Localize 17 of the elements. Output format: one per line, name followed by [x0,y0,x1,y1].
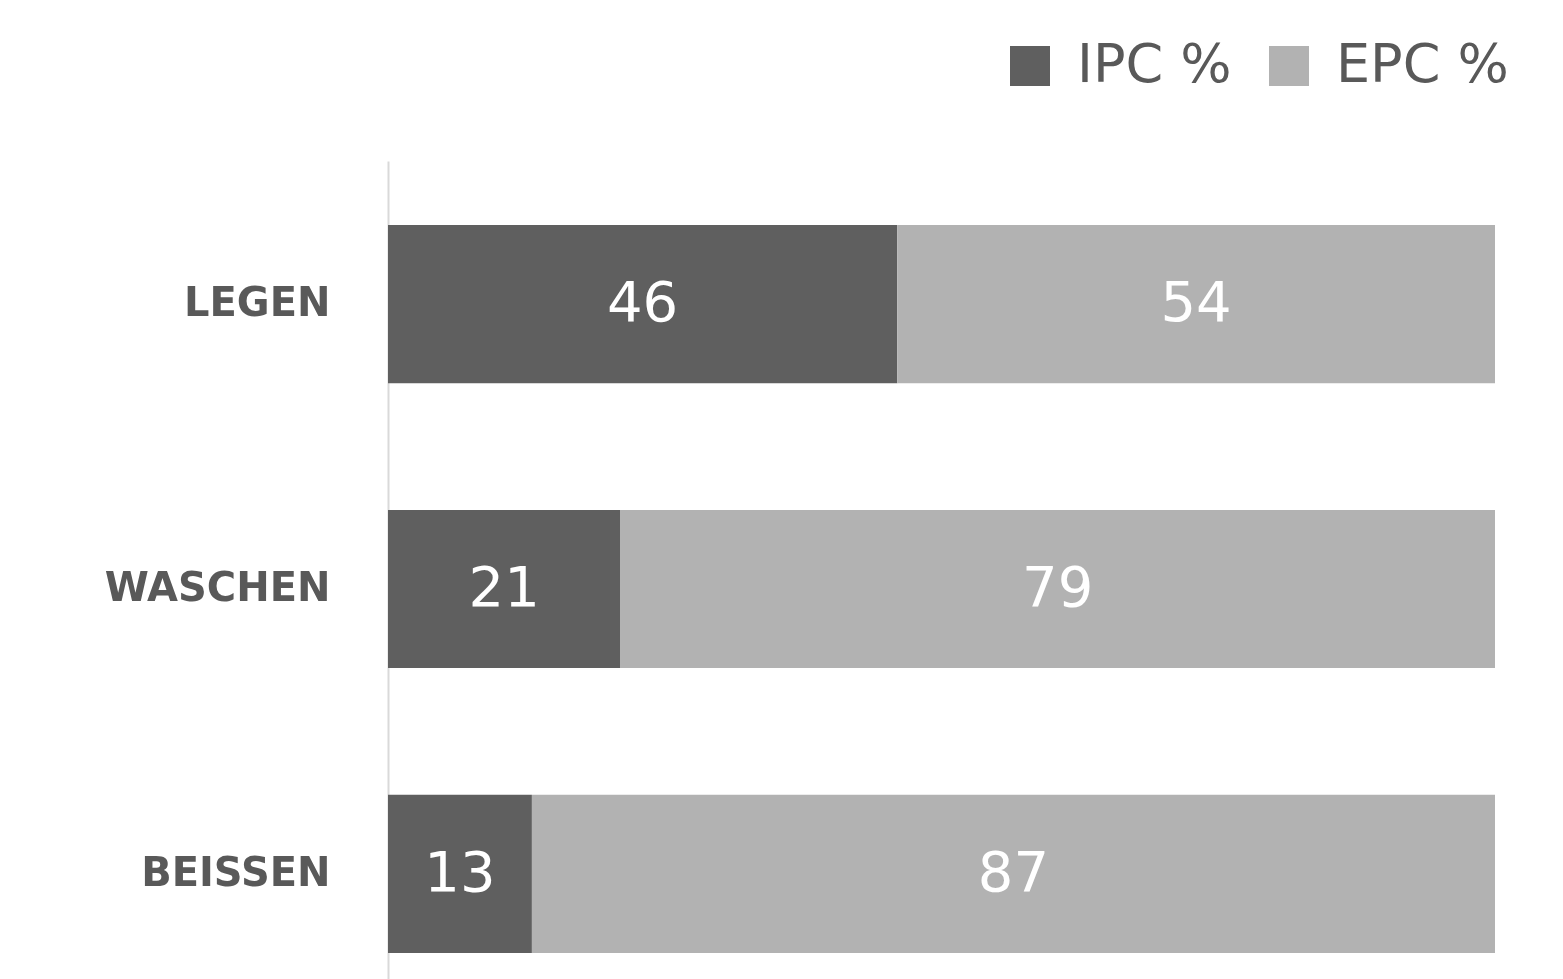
data-label: 54 [1160,269,1232,335]
legend-label: EPC % [1336,32,1509,95]
y-tick-label: LEGEN [184,279,331,326]
data-label: 46 [606,269,679,335]
y-tick-label: BEISSEN [141,848,331,895]
legend-label: IPC % [1077,32,1232,95]
bar [620,509,1495,669]
data-label: 21 [468,554,540,619]
bar [388,794,532,953]
data-label: 79 [1022,554,1094,619]
bar [897,225,1495,384]
bar [388,225,898,384]
data-label: 87 [977,838,1050,904]
y-tick-label: WASCHEN [104,564,331,610]
bar [388,509,621,669]
bar [531,794,1495,953]
data-label: 13 [424,838,496,904]
